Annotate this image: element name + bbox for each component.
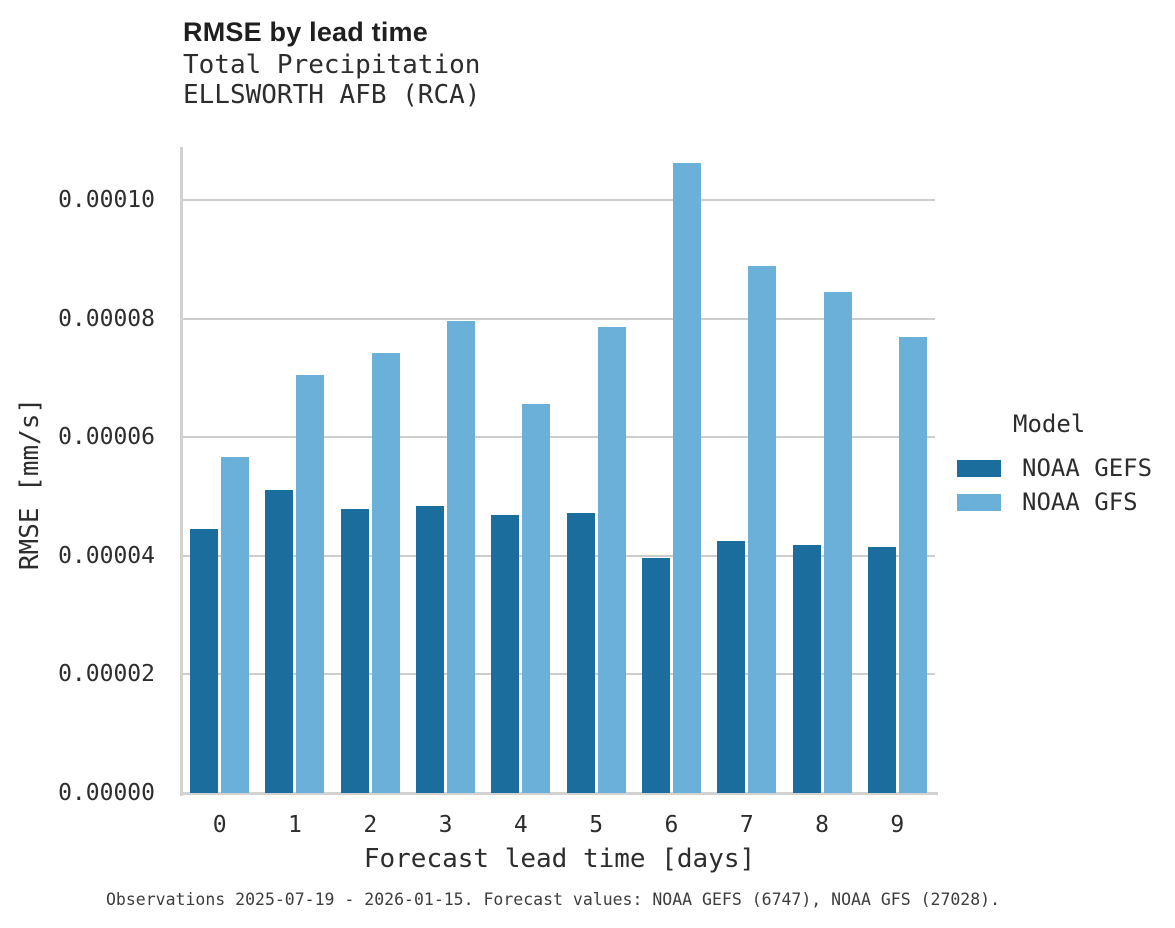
x-tick-label: 4 [513,812,528,838]
bar-noaa-gfs-day-4 [522,403,551,793]
x-axis-spine [179,792,938,795]
bar-noaa-gefs-day-3 [416,505,445,793]
y-tick-label: 0.00010 [58,187,155,214]
bar-noaa-gefs-day-0 [190,528,219,793]
bar-noaa-gefs-day-6 [641,557,670,793]
bar-noaa-gfs-day-0 [221,456,250,793]
gridline [182,317,935,320]
legend-label-noaa-gfs: NOAA GFS [1022,488,1138,516]
x-tick-label: 0 [212,812,227,838]
gridline [182,436,935,439]
x-axis-label: Forecast lead time [days] [363,844,756,874]
bar-noaa-gfs-day-6 [672,163,701,793]
gridline [182,199,935,202]
x-tick-label: 1 [288,812,302,838]
x-tick-label: 9 [890,812,905,838]
bar-noaa-gfs-day-3 [447,321,476,793]
legend-title: Model [1013,410,1086,438]
y-axis-label: RMSE [mm/s] [15,397,45,571]
x-tick-label: 3 [438,812,453,838]
bar-noaa-gefs-day-7 [717,540,746,793]
x-tick-label: 8 [815,812,829,838]
bar-noaa-gfs-day-7 [748,266,777,793]
y-axis-spine [179,147,183,796]
bar-noaa-gfs-day-2 [371,352,400,793]
legend-swatch-noaa-gfs [957,493,1001,511]
y-tick-label: 0.00004 [58,542,155,569]
bar-noaa-gefs-day-2 [340,508,369,793]
chart-title: RMSE by lead time [183,17,428,47]
x-tick-label: 2 [363,812,378,838]
gridline [182,554,935,557]
footnote-caption: Observations 2025-07-19 - 2026-01-15. Fo… [106,890,1001,909]
bar-noaa-gfs-day-9 [898,337,927,793]
x-tick-label: 5 [589,812,604,838]
bar-noaa-gefs-day-1 [265,489,294,793]
bar-noaa-gefs-day-4 [491,515,520,793]
bar-noaa-gfs-day-8 [823,292,852,793]
x-tick-label: 6 [664,812,679,838]
bar-noaa-gefs-day-5 [566,512,595,793]
chart-subtitle-station: ELLSWORTH AFB (RCA) [183,80,481,110]
y-tick-label: 0.00002 [58,661,155,688]
chart-subtitle-variable: Total Precipitation [183,50,481,80]
bar-noaa-gfs-day-1 [296,375,325,793]
x-tick-label: 7 [739,812,754,838]
gridline [182,673,935,676]
y-tick-label: 0.00008 [58,305,155,332]
legend-item-noaa-gfs: NOAA GFS [957,488,1138,516]
bar-noaa-gefs-day-8 [792,545,821,793]
y-tick-label: 0.00006 [58,424,155,451]
bar-noaa-gefs-day-9 [867,547,896,793]
legend-label-noaa-gefs: NOAA GEFS [1022,454,1153,482]
bar-noaa-gfs-day-5 [597,327,626,793]
legend-swatch-noaa-gefs [957,459,1001,477]
legend-item-noaa-gefs: NOAA GEFS [957,454,1152,482]
y-tick-label: 0.00000 [58,780,155,806]
